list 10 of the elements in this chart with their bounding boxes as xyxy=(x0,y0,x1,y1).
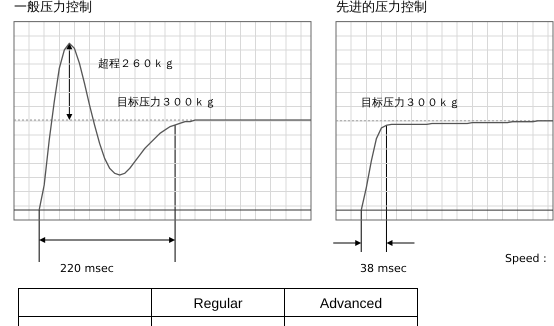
text: 38 msec xyxy=(360,262,407,275)
chart-title: 一般压力控制 xyxy=(14,0,92,16)
chart-title: 先进的压力控制 xyxy=(336,0,427,16)
ref-line-label: 目标压力３００ｋｇ xyxy=(361,96,460,110)
text: Regular xyxy=(152,288,284,316)
text: Speed : xyxy=(505,252,547,265)
text: 220 msec xyxy=(60,262,114,275)
text: Advanced xyxy=(284,288,418,316)
ref-line-label: 目标压力３００ｋｇ xyxy=(117,95,216,108)
annotation: 超程２６０ｋｇ xyxy=(98,56,175,71)
